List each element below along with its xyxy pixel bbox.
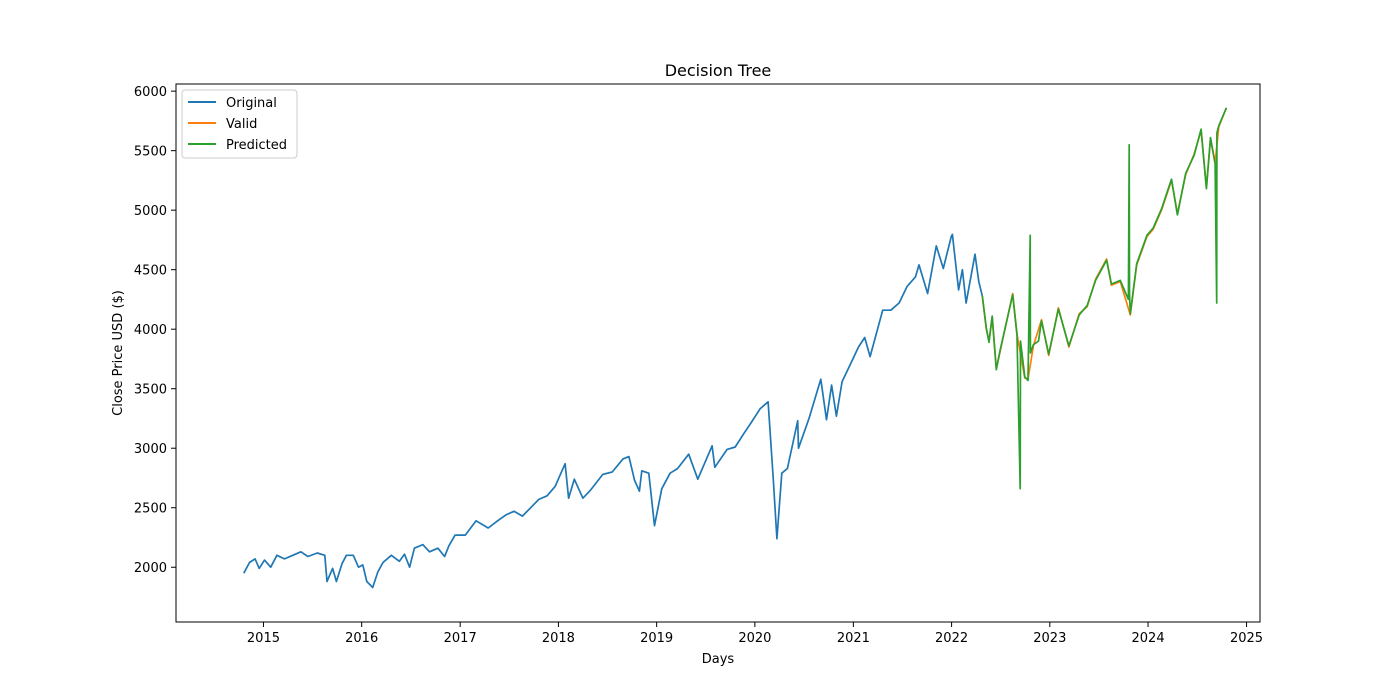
legend-frame xyxy=(181,89,298,159)
y-tick-label: 6000 xyxy=(134,85,167,100)
x-tick-label: 2023 xyxy=(1033,631,1066,646)
y-axis-ticks: 2000 2500 3000 3500 4000 4500 5000 5500 6000 xyxy=(134,85,176,576)
series-layer xyxy=(243,107,1228,589)
series-line-original xyxy=(243,233,984,589)
y-tick-label: 5500 xyxy=(134,145,167,160)
y-tick-label: 3000 xyxy=(134,442,167,457)
x-tick-label: 2015 xyxy=(247,631,280,646)
legend-label-original: Original xyxy=(226,96,277,111)
legend-label-predicted: Predicted xyxy=(226,138,287,153)
x-tick-label: 2021 xyxy=(837,631,870,646)
y-tick-label: 3500 xyxy=(134,383,167,398)
y-axis-label: Close Price USD ($) xyxy=(111,290,126,416)
legend-label-valid: Valid xyxy=(226,117,257,132)
series-line-predicted xyxy=(981,107,1228,490)
y-tick-label: 4500 xyxy=(134,264,167,279)
x-axis-label: Days xyxy=(702,652,735,667)
x-tick-label: 2017 xyxy=(444,631,477,646)
x-tick-label: 2019 xyxy=(640,631,673,646)
x-tick-label: 2016 xyxy=(345,631,378,646)
legend: Original Valid Predicted xyxy=(181,89,298,159)
y-tick-label: 5000 xyxy=(134,204,167,219)
x-tick-label: 2018 xyxy=(542,631,575,646)
x-tick-label: 2020 xyxy=(738,631,771,646)
x-tick-label: 2025 xyxy=(1230,631,1263,646)
chart-title: Decision Tree xyxy=(665,61,772,80)
y-tick-label: 4000 xyxy=(134,323,167,338)
y-tick-label: 2500 xyxy=(134,502,167,517)
x-axis-ticks: 2015 2016 2017 2018 2019 2020 2021 2022 2023 2024… xyxy=(247,622,1263,646)
x-tick-label: 2024 xyxy=(1132,631,1165,646)
y-tick-label: 2000 xyxy=(134,561,167,576)
plot-area xyxy=(175,83,1261,623)
x-tick-label: 2022 xyxy=(935,631,968,646)
